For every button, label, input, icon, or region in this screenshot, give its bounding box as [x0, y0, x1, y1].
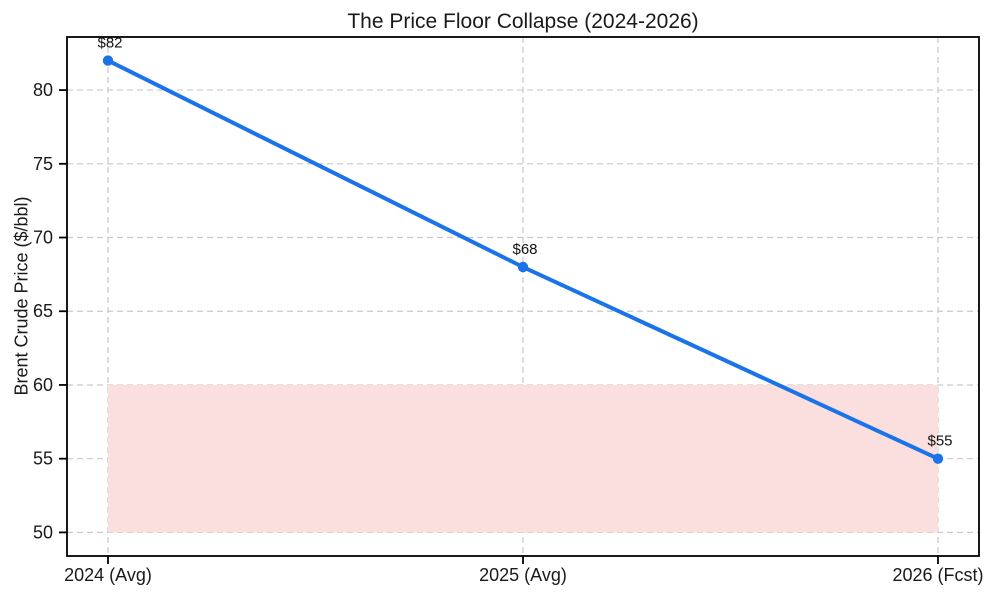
- price-floor-band: [108, 384, 938, 533]
- y-tick-label: 55: [33, 449, 53, 469]
- data-point-marker: [102, 55, 114, 66]
- chart-title: The Price Floor Collapse (2024-2026): [347, 10, 699, 33]
- data-point-label: $82: [97, 35, 122, 52]
- y-tick-label: 80: [33, 80, 53, 100]
- x-tick-label: 2026 (Fcst): [892, 565, 983, 585]
- data-point-marker: [517, 261, 529, 273]
- y-tick-label: 50: [33, 522, 53, 542]
- x-tick-label: 2025 (Avg): [479, 565, 567, 585]
- data-point-marker: [932, 453, 944, 464]
- y-tick-label: 70: [33, 228, 53, 248]
- x-tick-label: 2024 (Avg): [64, 565, 152, 585]
- data-point-label: $68: [512, 241, 537, 258]
- y-tick-label: 65: [33, 301, 53, 321]
- data-point-label: $55: [927, 433, 952, 450]
- y-tick-label: 75: [33, 154, 53, 174]
- y-tick-label: 60: [33, 375, 53, 395]
